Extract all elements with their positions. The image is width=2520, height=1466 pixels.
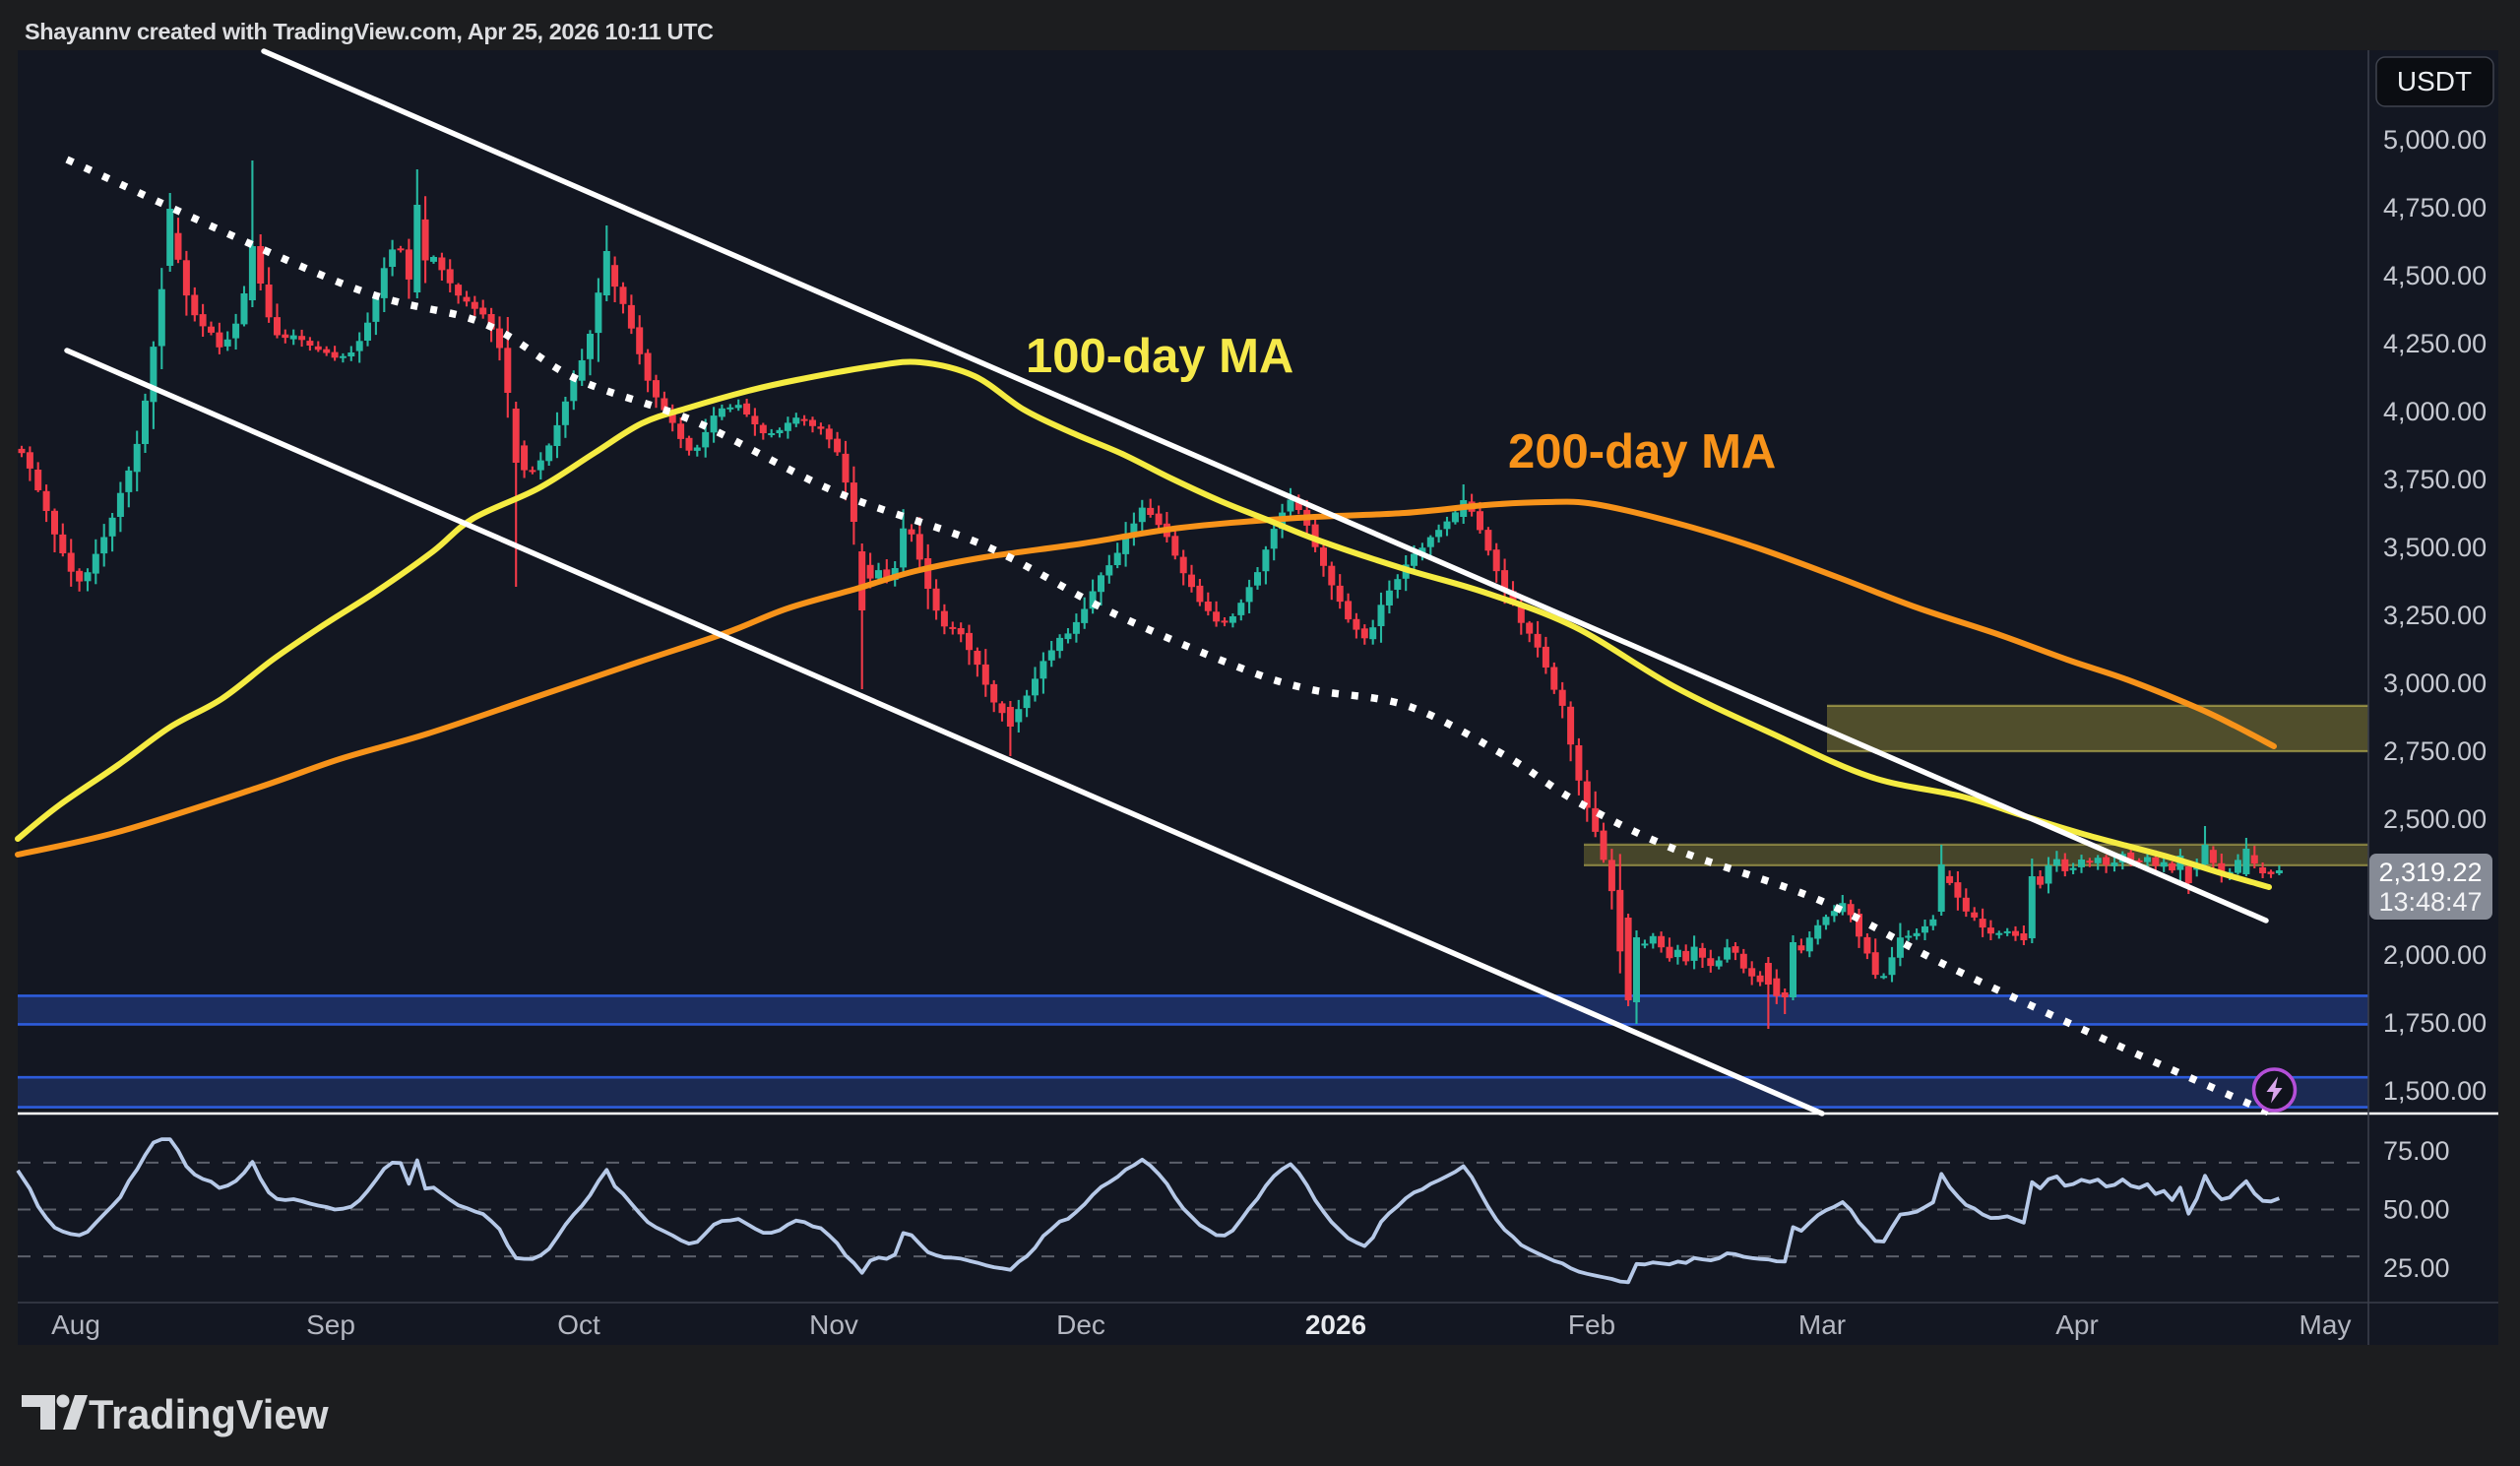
svg-text:3,500.00: 3,500.00: [2383, 533, 2487, 562]
svg-text:4,250.00: 4,250.00: [2383, 329, 2487, 358]
svg-text:75.00: 75.00: [2383, 1136, 2450, 1166]
svg-text:3,750.00: 3,750.00: [2383, 465, 2487, 494]
svg-text:Sep: Sep: [306, 1309, 355, 1340]
svg-text:Mar: Mar: [1798, 1309, 1846, 1340]
svg-text:3,000.00: 3,000.00: [2383, 669, 2487, 698]
svg-text:1,750.00: 1,750.00: [2383, 1008, 2487, 1038]
svg-text:2,000.00: 2,000.00: [2383, 940, 2487, 970]
svg-text:100-day MA: 100-day MA: [1026, 330, 1293, 383]
svg-text:Apr: Apr: [2055, 1309, 2099, 1340]
svg-text:5,000.00: 5,000.00: [2383, 125, 2487, 155]
svg-text:200-day MA: 200-day MA: [1508, 425, 1776, 478]
svg-text:Feb: Feb: [1568, 1309, 1615, 1340]
svg-text:4,750.00: 4,750.00: [2383, 193, 2487, 223]
svg-text:Dec: Dec: [1056, 1309, 1105, 1340]
svg-text:3,250.00: 3,250.00: [2383, 601, 2487, 630]
svg-text:Oct: Oct: [557, 1309, 600, 1340]
svg-text:4,500.00: 4,500.00: [2383, 261, 2487, 290]
svg-text:4,000.00: 4,000.00: [2383, 397, 2487, 426]
svg-text:2,750.00: 2,750.00: [2383, 736, 2487, 766]
svg-text:2,500.00: 2,500.00: [2383, 804, 2487, 834]
svg-text:25.00: 25.00: [2383, 1253, 2450, 1283]
svg-text:50.00: 50.00: [2383, 1195, 2450, 1225]
svg-text:13:48:47: 13:48:47: [2378, 887, 2482, 917]
svg-text:2026: 2026: [1305, 1309, 1366, 1340]
svg-text:2,319.22: 2,319.22: [2378, 858, 2482, 887]
svg-text:1,500.00: 1,500.00: [2383, 1076, 2487, 1106]
svg-text:Shayannv created with TradingV: Shayannv created with TradingView.com, A…: [25, 19, 714, 44]
svg-text:USDT: USDT: [2397, 66, 2472, 96]
svg-text:Aug: Aug: [51, 1309, 100, 1340]
svg-text:May: May: [2300, 1309, 2352, 1340]
svg-text:TradingView: TradingView: [89, 1391, 329, 1437]
svg-text:Nov: Nov: [809, 1309, 858, 1340]
